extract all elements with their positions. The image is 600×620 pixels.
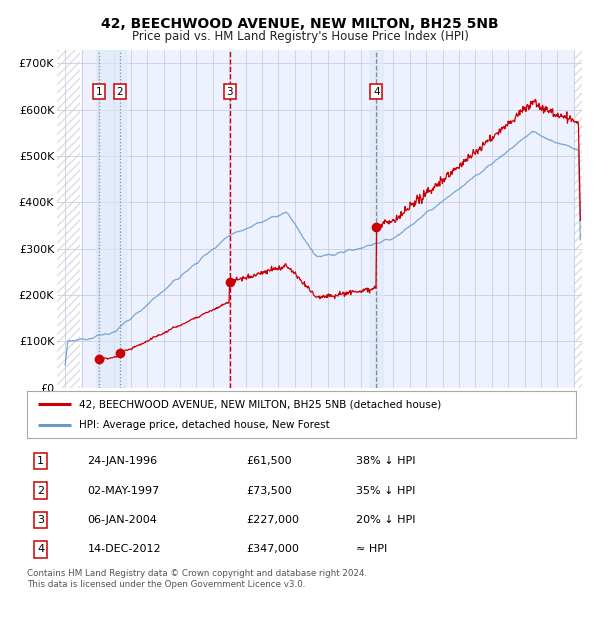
- Text: 3: 3: [37, 515, 44, 525]
- Text: 35% ↓ HPI: 35% ↓ HPI: [356, 485, 416, 495]
- Text: 38% ↓ HPI: 38% ↓ HPI: [356, 456, 416, 466]
- Text: HPI: Average price, detached house, New Forest: HPI: Average price, detached house, New …: [79, 420, 330, 430]
- Bar: [57, 50, 80, 388]
- Bar: [575, 50, 582, 388]
- Text: Price paid vs. HM Land Registry's House Price Index (HPI): Price paid vs. HM Land Registry's House …: [131, 30, 469, 43]
- Text: 24-JAN-1996: 24-JAN-1996: [88, 456, 158, 466]
- Bar: [370, 50, 383, 388]
- Text: 42, BEECHWOOD AVENUE, NEW MILTON, BH25 5NB: 42, BEECHWOOD AVENUE, NEW MILTON, BH25 5…: [101, 17, 499, 32]
- Text: 14-DEC-2012: 14-DEC-2012: [88, 544, 161, 554]
- Text: 4: 4: [373, 87, 380, 97]
- Text: £227,000: £227,000: [247, 515, 299, 525]
- Text: £61,500: £61,500: [247, 456, 292, 466]
- Text: 3: 3: [226, 87, 233, 97]
- Text: ≈ HPI: ≈ HPI: [356, 544, 388, 554]
- Text: 06-JAN-2004: 06-JAN-2004: [88, 515, 157, 525]
- Bar: [97, 50, 126, 388]
- Text: 2: 2: [116, 87, 123, 97]
- Text: 2: 2: [37, 485, 44, 495]
- Text: 4: 4: [37, 544, 44, 554]
- Text: 42, BEECHWOOD AVENUE, NEW MILTON, BH25 5NB (detached house): 42, BEECHWOOD AVENUE, NEW MILTON, BH25 5…: [79, 399, 442, 409]
- Text: 1: 1: [96, 87, 103, 97]
- Bar: [57, 50, 80, 388]
- Text: 1: 1: [37, 456, 44, 466]
- Text: £347,000: £347,000: [247, 544, 299, 554]
- Bar: [575, 50, 582, 388]
- Text: 20% ↓ HPI: 20% ↓ HPI: [356, 515, 416, 525]
- Text: 02-MAY-1997: 02-MAY-1997: [88, 485, 160, 495]
- Text: Contains HM Land Registry data © Crown copyright and database right 2024.
This d: Contains HM Land Registry data © Crown c…: [27, 569, 367, 588]
- Text: £73,500: £73,500: [247, 485, 292, 495]
